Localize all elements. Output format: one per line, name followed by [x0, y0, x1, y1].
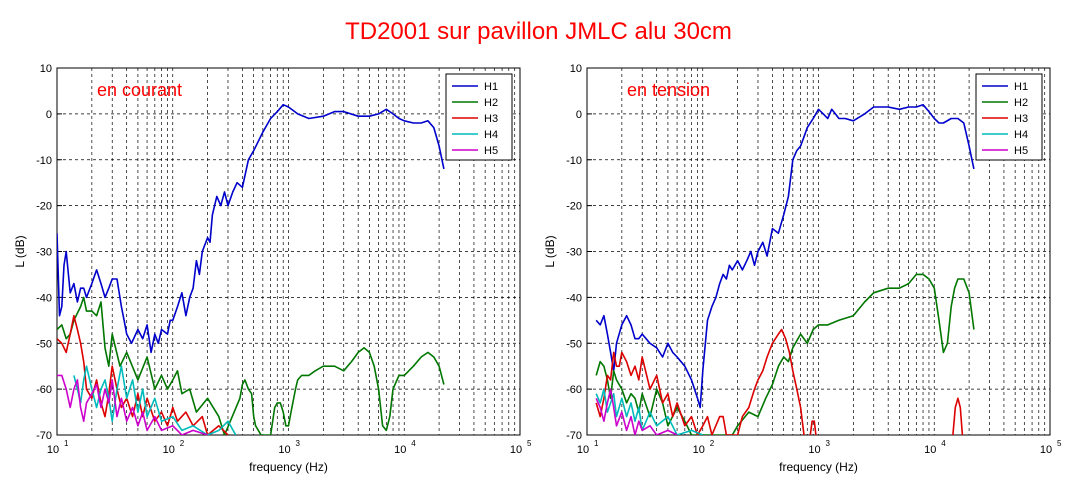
y-tick-label: -20: [36, 201, 52, 213]
x-tick-label: 10: [1040, 444, 1052, 456]
x-tick-label: 10: [924, 444, 936, 456]
x-tick-label: 10: [510, 444, 522, 456]
legend: H1 H2 H3 H4 H5: [975, 73, 1043, 161]
x-tick-label: 10: [278, 444, 290, 456]
legend-label-h4: H4: [1014, 129, 1028, 141]
series-group: [57, 103, 445, 435]
y-tick-label: 10: [40, 63, 52, 75]
legend-label-h1: H1: [1014, 81, 1028, 93]
legend-label-h4: H4: [484, 129, 498, 141]
y-tick-label: -60: [566, 384, 582, 396]
x-tick-label: 10: [808, 444, 820, 456]
y-tick-label: -40: [566, 292, 582, 304]
series-line-h3: [595, 328, 805, 435]
legend-label-h5: H5: [1014, 145, 1028, 157]
series-line-h2: [595, 273, 975, 435]
y-axis-label: L (dB): [543, 235, 557, 267]
legend-label-h3: H3: [484, 113, 498, 125]
legend-label-h3: H3: [1014, 113, 1028, 125]
x-tick-exponent: 4: [941, 439, 946, 448]
x-tick-label: 10: [693, 444, 705, 456]
x-tick-exponent: 2: [710, 439, 715, 448]
panel-annotation: en courant: [97, 80, 182, 100]
legend-label-h1: H1: [484, 81, 498, 93]
series-group: [595, 103, 975, 435]
x-tick-label: 10: [394, 444, 406, 456]
x-tick-exponent: 3: [826, 439, 831, 448]
legend-box: [975, 73, 1043, 161]
x-tick-label: 10: [163, 444, 175, 456]
series-line-h4: [595, 388, 704, 435]
y-tick-label: -50: [36, 338, 52, 350]
legend: H1 H2 H3 H4 H5: [445, 73, 513, 161]
series-line-h3: [57, 314, 229, 435]
series-segment-h3: [952, 397, 964, 435]
series-line-h1: [595, 103, 975, 409]
y-axis-label: L (dB): [13, 235, 27, 267]
y-tick-label: -30: [566, 247, 582, 259]
x-tick-label: 10: [47, 444, 59, 456]
y-tick-label: -50: [566, 338, 582, 350]
panel-annotation: en tension: [627, 80, 710, 100]
y-tick-label: 0: [576, 109, 582, 121]
legend-label-h2: H2: [1014, 97, 1028, 109]
y-tick-label: -70: [566, 430, 582, 442]
x-tick-exponent: 1: [64, 439, 69, 448]
y-tick-label: -10: [36, 155, 52, 167]
x-tick-exponent: 2: [180, 439, 185, 448]
chart-panel-1: 10 0 -10 -20 -30 -40 -50 -60 -70 10 1 10 2 10 3 10 4 10 5 f…: [13, 63, 532, 474]
y-tick-label: -70: [36, 430, 52, 442]
x-tick-label: 10: [577, 444, 589, 456]
legend-label-h5: H5: [484, 145, 498, 157]
y-tick-label: -60: [36, 384, 52, 396]
x-axis-label: frequency (Hz): [779, 460, 858, 474]
x-tick-exponent: 3: [296, 439, 301, 448]
x-tick-exponent: 5: [527, 439, 532, 448]
legend-box: [445, 73, 513, 161]
series-line-h5: [595, 388, 678, 435]
series-line-h5: [57, 374, 208, 435]
x-tick-exponent: 4: [411, 439, 416, 448]
x-tick-exponent: 5: [1057, 439, 1062, 448]
y-tick-label: 0: [46, 109, 52, 121]
y-tick-label: -10: [566, 155, 582, 167]
y-tick-label: 10: [570, 63, 582, 75]
y-tick-label: -30: [36, 247, 52, 259]
series-line-h1: [57, 103, 445, 354]
y-tick-label: -20: [566, 201, 582, 213]
series-line-h4: [73, 365, 237, 435]
chart-title: TD2001 sur pavillon JMLC alu 30cm: [345, 18, 732, 45]
chart-panel-2: 10 0 -10 -20 -30 -40 -50 -60 -70 10 1 10 2 10 3 10 4 10 5 f…: [543, 63, 1062, 474]
series-line-h2: [57, 296, 445, 435]
legend-label-h2: H2: [484, 97, 498, 109]
x-axis-label: frequency (Hz): [249, 460, 328, 474]
x-tick-exponent: 1: [594, 439, 599, 448]
series-segment-h3: [809, 420, 817, 435]
y-tick-label: -40: [36, 292, 52, 304]
